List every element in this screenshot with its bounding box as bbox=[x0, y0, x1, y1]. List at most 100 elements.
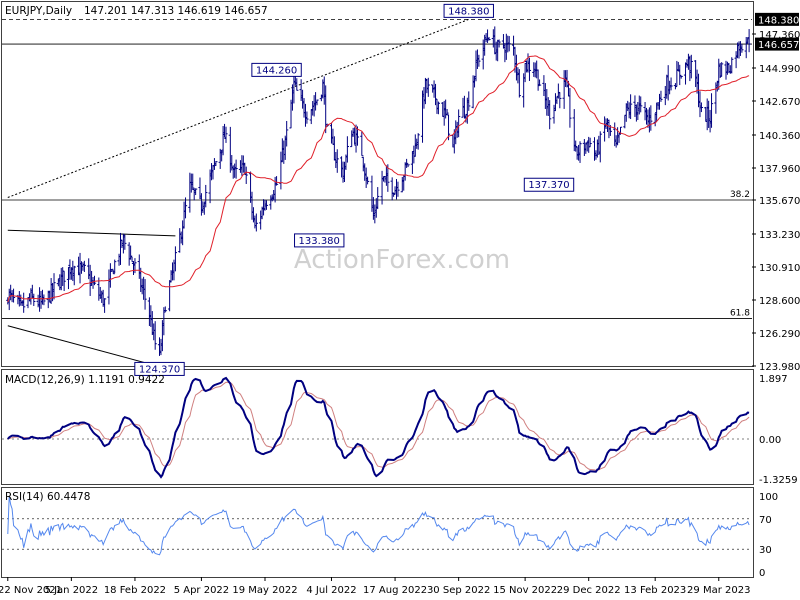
callout-text: 124.370 bbox=[139, 364, 180, 375]
fib-label-61.8: 61.8 bbox=[730, 309, 750, 319]
callout-133.380: 133.380 bbox=[294, 233, 345, 248]
callout-137.370: 137.370 bbox=[523, 177, 575, 192]
ohlc-bar-2022-12-09 bbox=[558, 92, 562, 109]
ohlc-bar-2022-06-17 bbox=[305, 111, 309, 124]
ohlc-bar-2021-12-03 bbox=[22, 292, 26, 313]
ohlc-bar-2022-05-27 bbox=[274, 176, 279, 186]
ohlc-bar-2022-09-16 bbox=[436, 101, 441, 115]
ohlc-bar-2022-02-25 bbox=[143, 279, 147, 310]
ohlc-bar-2022-10-14 bbox=[477, 54, 481, 67]
watermark: ActionForex.com bbox=[294, 245, 510, 275]
ohlc-bar-2021-12-31 bbox=[62, 270, 66, 292]
ohlc-bar-2023-03-10 bbox=[689, 54, 693, 79]
ohlc-bar-2023-02-03 bbox=[639, 96, 643, 113]
rsi-panel-title: RSI(14) 60.4478 bbox=[5, 491, 90, 503]
ohlc-bar-2022-08-08 bbox=[380, 170, 384, 205]
x-tick-label: 18 Feb 2022 bbox=[104, 585, 166, 596]
macd-panel-title: MACD(12,26,9) 1.1191 0.9422 bbox=[5, 374, 165, 386]
ohlc-bar-2022-04-22 bbox=[224, 126, 228, 143]
callout-text: 148.380 bbox=[448, 6, 489, 17]
ohlc-bar-2023-03-02 bbox=[678, 64, 682, 86]
ohlc-bar-2022-03-04 bbox=[153, 321, 157, 350]
x-tick-label: 5 Jan 2022 bbox=[45, 585, 99, 596]
ohlc-bar-2022-09-02 bbox=[416, 133, 420, 150]
price-y-tick-label: 144.990 bbox=[759, 64, 800, 75]
ohlc-bar-2022-08-05 bbox=[376, 187, 380, 210]
ohlc-bar-2023-03-17 bbox=[699, 102, 704, 113]
axes: 123.980 126.290 128.600 130.910 133.230 135.6… bbox=[0, 12, 800, 596]
ohlc-bar-2022-06-24 bbox=[315, 99, 319, 106]
ohlc-bar-2022-12-20 bbox=[574, 140, 578, 152]
ohlc-bar-2022-01-14 bbox=[82, 260, 86, 273]
x-tick-label: 30 Sep 2022 bbox=[427, 585, 490, 596]
x-tick-label: 5 Apr 2022 bbox=[174, 585, 229, 596]
ohlc-bar-2022-01-07 bbox=[72, 265, 76, 286]
ohlc-bar-2022-07-15 bbox=[345, 136, 349, 163]
ohlc-bar-2023-02-17 bbox=[659, 90, 663, 102]
callout-box bbox=[134, 361, 185, 376]
price-value-box-label: 148.380 bbox=[758, 15, 799, 26]
ohlc-bar-2022-08-19 bbox=[396, 181, 400, 197]
callout-text: 137.370 bbox=[528, 180, 569, 191]
ohlc-bar-2023-04-19 bbox=[747, 29, 751, 53]
macd-y-tick-label: 0.00 bbox=[759, 435, 781, 446]
ohlc-bar-2022-03-30 bbox=[191, 173, 195, 191]
x-tick-label: 22 Nov 2021 bbox=[0, 585, 62, 596]
ohlc-bar-2022-09-30 bbox=[457, 109, 461, 138]
ohlc-bar-2022-12-23 bbox=[578, 141, 582, 163]
ohlc-bar-2022-12-02 bbox=[548, 100, 552, 130]
rsi-y-tick-label: 30 bbox=[759, 545, 772, 556]
callout-box bbox=[294, 233, 345, 248]
ohlc-bar-2022-05-20 bbox=[264, 200, 269, 210]
ohlc-bar-2023-01-27 bbox=[629, 94, 633, 120]
ohlc-bar-2022-12-16 bbox=[568, 88, 572, 128]
x-tick-label: 29 Dec 2022 bbox=[557, 585, 621, 596]
ohlc-bar-2022-03-25 bbox=[183, 197, 188, 219]
ohlc-bar-2023-03-24 bbox=[709, 93, 714, 128]
ohlc-bar-2022-08-25 bbox=[405, 158, 409, 168]
ohlc-bar-2023-03-31 bbox=[720, 62, 724, 77]
ohlc-bar-2022-08-15 bbox=[390, 177, 394, 201]
ohlc-bar-2022-11-25 bbox=[537, 79, 542, 86]
price-y-tick-label: 142.670 bbox=[759, 97, 800, 108]
x-tick-label: 15 Nov 2022 bbox=[493, 585, 557, 596]
dotted-trendline bbox=[7, 18, 469, 198]
ohlc-bar-2023-03-03 bbox=[679, 75, 683, 79]
callout-box bbox=[523, 177, 575, 192]
ohlc-bar-2021-12-10 bbox=[32, 293, 36, 307]
macd-plot bbox=[2, 376, 752, 479]
price-value-box-label: 146.657 bbox=[758, 40, 799, 51]
fib-label-38.2: 38.2 bbox=[730, 190, 750, 200]
ohlc-bar-2022-04-29 bbox=[234, 159, 238, 179]
ohlc-bar-2023-02-24 bbox=[669, 77, 673, 91]
ohlc-bar-2022-12-30 bbox=[588, 137, 592, 148]
x-tick-label: 13 Feb 2023 bbox=[624, 585, 686, 596]
callout-144.260: 144.260 bbox=[251, 62, 302, 77]
ohlc-bar-2022-04-08 bbox=[204, 184, 208, 208]
price-y-tick-label: 133.230 bbox=[759, 230, 800, 241]
ohlc-bar-2022-07-29 bbox=[366, 176, 370, 185]
price-value-box bbox=[755, 12, 799, 26]
ohlc-bar-2022-11-11 bbox=[517, 69, 521, 98]
ohlc-bar-2022-09-22 bbox=[445, 108, 449, 116]
ohlc-bar-2022-07-08 bbox=[335, 149, 339, 173]
ohlc-bar-2022-06-03 bbox=[285, 120, 289, 147]
macd-y-tick-label: 1.897 bbox=[759, 374, 788, 385]
ohlc-bar-2021-12-24 bbox=[52, 273, 56, 300]
ohlc-bar-2022-10-21 bbox=[487, 36, 491, 41]
macd-signal-line bbox=[7, 381, 750, 471]
ohlc-bar-2022-03-11 bbox=[163, 306, 167, 313]
ohlc-bar-2022-04-01 bbox=[194, 188, 198, 196]
price-y-tick-label: 128.600 bbox=[759, 296, 800, 307]
ohlc-readout: 147.201 147.313 146.619 146.657 bbox=[84, 5, 268, 17]
callout-box bbox=[443, 3, 494, 18]
x-tick-label: 4 Jul 2022 bbox=[306, 585, 356, 596]
rsi-line bbox=[7, 495, 750, 556]
ohlc-bar-2023-01-06 bbox=[598, 131, 602, 163]
callout-124.370: 124.370 bbox=[134, 361, 185, 376]
x-tick-label: 17 Aug 2022 bbox=[363, 585, 427, 596]
price-panel-frame bbox=[1, 1, 754, 367]
price-y-tick-label: 137.960 bbox=[759, 164, 800, 175]
ohlc-bar-2022-11-18 bbox=[527, 57, 532, 81]
